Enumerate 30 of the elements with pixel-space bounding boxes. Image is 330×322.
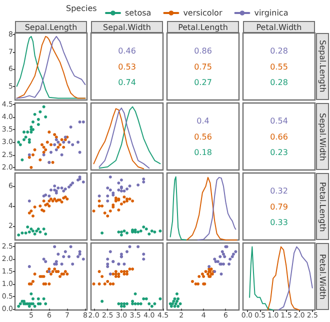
legend-label: setosa — [125, 8, 152, 18]
text: 0.66 — [270, 132, 288, 142]
text: 0.32 — [270, 186, 288, 196]
text: 0.28 — [270, 78, 288, 88]
text: 0.33 — [270, 218, 288, 228]
legend-label: virginica — [254, 8, 288, 18]
legend-title: Species — [66, 4, 97, 13]
text: 0.55 — [270, 62, 288, 72]
text: Sepal.Width — [316, 103, 329, 170]
text: 0.54 — [270, 116, 288, 126]
text: 0.27 — [194, 78, 212, 88]
text: 0.56 — [194, 132, 212, 142]
text: 0.86 — [194, 46, 212, 56]
chart-title: Sepal.Length — [15, 21, 87, 33]
text: 0.74 — [118, 78, 136, 88]
legend-label: versicolor — [183, 8, 223, 18]
text: Sepal.Length — [316, 33, 329, 100]
text: 0.79 — [270, 202, 288, 212]
y2-axis-title: Petal.Width — [316, 243, 329, 310]
text: 0.75 — [194, 62, 212, 72]
text: 0.23 — [270, 148, 288, 158]
text: Petal.Length — [167, 21, 239, 33]
text: Sepal.Width — [91, 21, 163, 33]
text: 0.46 — [118, 46, 136, 56]
text: 0.53 — [118, 62, 136, 72]
text: 0.28 — [270, 46, 288, 56]
text: 0.4 — [196, 116, 210, 126]
text: Petal.Length — [316, 173, 329, 240]
text: Petal.Width — [243, 21, 315, 33]
text: 0.18 — [194, 148, 212, 158]
